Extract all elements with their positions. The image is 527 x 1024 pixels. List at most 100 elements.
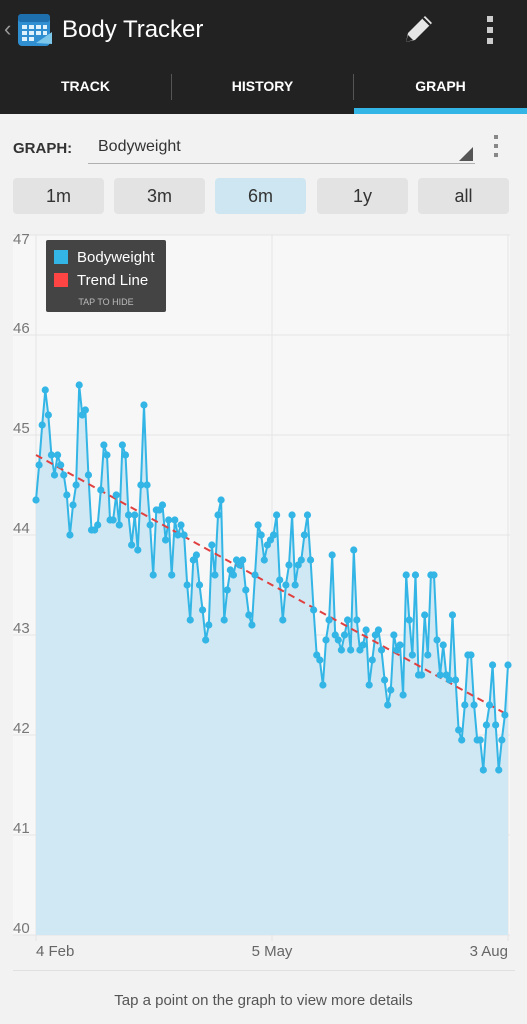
bodyweight-point (103, 451, 111, 459)
bodyweight-point (276, 576, 284, 584)
bodyweight-point (109, 516, 117, 524)
bodyweight-point (143, 481, 151, 489)
bodyweight-area (36, 385, 508, 935)
bodyweight-point (41, 386, 49, 394)
range-3m-button[interactable]: 3m (114, 178, 205, 214)
graph-label: GRAPH: (13, 140, 73, 157)
bodyweight-point (350, 546, 358, 554)
bodyweight-point (205, 621, 213, 629)
bodyweight-point (35, 461, 43, 469)
bodyweight-point (254, 521, 262, 529)
bodyweight-point (297, 556, 305, 564)
bodyweight-point (439, 641, 447, 649)
tab-bar: TRACK HISTORY GRAPH (0, 58, 527, 114)
pencil-icon[interactable] (398, 9, 438, 49)
overflow-menu-icon[interactable] (478, 13, 502, 47)
bodyweight-point (402, 571, 410, 579)
bodyweight-point (186, 616, 194, 624)
bodyweight-point (476, 736, 484, 744)
bodyweight-point (131, 511, 139, 519)
bodyweight-point (192, 551, 201, 559)
y-tick-label: 42 (13, 720, 30, 737)
bodyweight-point (340, 631, 349, 639)
bodyweight-point (303, 511, 312, 519)
bodyweight-point (436, 671, 444, 679)
bodyweight-point (384, 701, 392, 709)
bodyweight-point (467, 651, 475, 659)
x-tick-label: 4 Feb (36, 943, 74, 960)
bodyweight-point (448, 611, 457, 619)
bodyweight-point (239, 556, 247, 564)
chart-legend[interactable]: Bodyweight Trend Line TAP TO HIDE (46, 240, 166, 312)
bodyweight-point (229, 571, 238, 579)
graph-overflow-menu-icon[interactable] (488, 134, 504, 160)
bodyweight-point (334, 636, 342, 644)
bodyweight-point (291, 581, 299, 589)
bodyweight-point (161, 536, 170, 544)
bodyweight-point (288, 511, 296, 519)
y-tick-label: 47 (13, 231, 30, 248)
calendar-app-icon[interactable] (16, 10, 54, 48)
bodyweight-point (118, 441, 126, 449)
tab-graph[interactable]: GRAPH (415, 78, 466, 94)
graph-selector-row: GRAPH: Bodyweight (0, 118, 527, 174)
bodyweight-point (390, 631, 398, 639)
bodyweight-point (100, 441, 108, 449)
bodyweight-point (75, 381, 83, 389)
bodyweight-point (482, 721, 491, 729)
y-tick-label: 40 (13, 920, 30, 937)
bodyweight-point (282, 581, 290, 589)
trend-line (35, 454, 509, 716)
bodyweight-point (411, 571, 420, 579)
spinner-arrow-icon (459, 147, 473, 161)
bodyweight-point (322, 636, 330, 644)
range-1y-button[interactable]: 1y (317, 178, 408, 214)
bodyweight-chart[interactable]: 47 46 45 44 43 42 41 40 4 Feb 5 May 3 Aug Bodywei… (0, 222, 527, 966)
bodyweight-point (479, 766, 487, 774)
bodyweight-point (498, 736, 506, 744)
action-bar: ‹ Body Tracker (0, 0, 527, 58)
bodyweight-point (310, 606, 318, 614)
bodyweight-point (445, 676, 453, 684)
bodyweight-point (146, 521, 154, 529)
bodyweight-point (50, 471, 59, 479)
range-1m-button[interactable]: 1m (13, 178, 104, 214)
legend-label-bodyweight: Bodyweight (77, 249, 155, 266)
legend-label-trend-line: Trend Line (77, 272, 148, 289)
app-title: Body Tracker (62, 16, 204, 43)
bodyweight-point (220, 616, 228, 624)
range-6m-button[interactable]: 6m (215, 178, 306, 214)
graph-hint-text: Tap a point on the graph to view more de… (114, 992, 413, 1009)
bodyweight-point (257, 531, 265, 539)
bodyweight-point (337, 646, 346, 654)
legend-swatch-bodyweight (54, 250, 68, 264)
bodyweight-point (214, 511, 222, 519)
back-chevron-icon[interactable]: ‹ (4, 16, 12, 41)
bodyweight-points (32, 381, 512, 774)
bodyweight-point (158, 501, 167, 509)
tab-history[interactable]: HISTORY (231, 78, 294, 94)
bodyweight-point (195, 581, 204, 589)
bodyweight-point (177, 521, 185, 529)
bodyweight-point (306, 556, 315, 564)
tab-track[interactable]: TRACK (61, 78, 110, 94)
bodyweight-point (328, 551, 336, 559)
bodyweight-point (251, 571, 259, 579)
bodyweight-point (319, 681, 327, 689)
y-tick-label: 44 (13, 520, 30, 537)
range-all-button[interactable]: all (418, 178, 509, 214)
bodyweight-point (223, 586, 231, 594)
bodyweight-point (171, 516, 179, 524)
x-axis-labels: 4 Feb 5 May 3 Aug (36, 943, 508, 960)
bodyweight-point (137, 481, 145, 489)
graph-type-spinner[interactable]: Bodyweight (88, 134, 475, 164)
bodyweight-point (451, 676, 460, 684)
bodyweight-point (362, 626, 370, 634)
bodyweight-point (121, 451, 130, 459)
bodyweight-point (504, 661, 512, 669)
bodyweight-point (211, 571, 219, 579)
x-tick-label: 3 Aug (470, 943, 508, 960)
bodyweight-point (300, 531, 308, 539)
bodyweight-point (69, 501, 77, 509)
bodyweight-point (32, 496, 40, 504)
